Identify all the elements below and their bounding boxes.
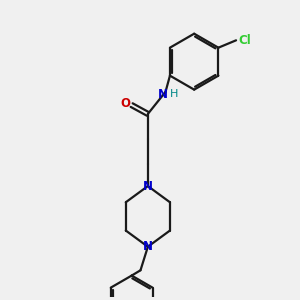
Text: N: N — [158, 88, 168, 101]
Text: H: H — [170, 89, 178, 99]
Text: N: N — [143, 240, 153, 253]
Text: Cl: Cl — [238, 34, 251, 47]
Text: O: O — [120, 97, 130, 110]
Text: N: N — [143, 180, 153, 193]
